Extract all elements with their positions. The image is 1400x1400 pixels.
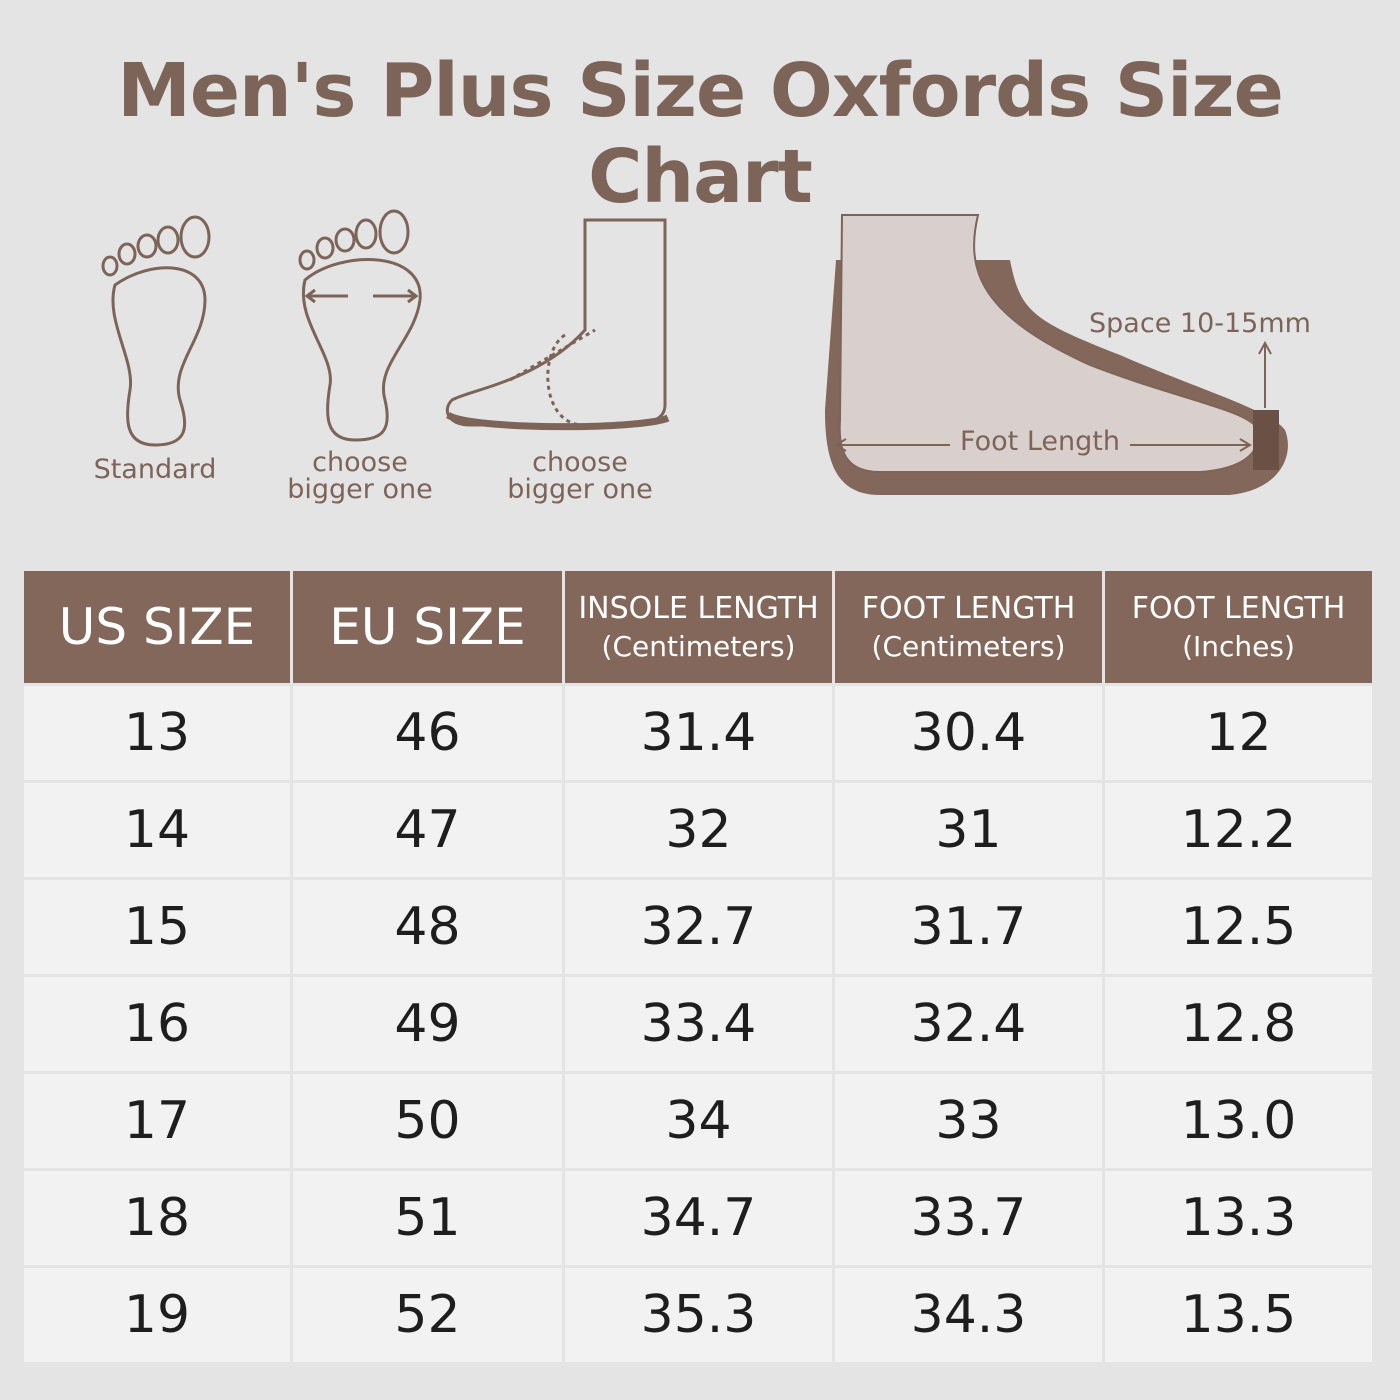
table-cell: 34.7	[565, 1171, 832, 1265]
header-cell: US SIZE	[24, 571, 290, 683]
high-instep-foot	[446, 218, 670, 431]
header-title: FOOT LENGTH	[861, 591, 1076, 626]
table-cell: 14	[24, 783, 290, 877]
foot-length-label: Foot Length	[960, 426, 1120, 457]
table-cell: 52	[293, 1268, 562, 1362]
table-cell: 48	[293, 880, 562, 974]
table-cell: 13.5	[1105, 1268, 1372, 1362]
table-cell: 51	[293, 1171, 562, 1265]
header-unit: (Centimeters)	[871, 630, 1066, 663]
table-cell: 34	[565, 1074, 832, 1168]
table-cell: 49	[293, 977, 562, 1071]
table-cell: 31	[835, 783, 1102, 877]
header-unit: (Inches)	[1182, 630, 1295, 663]
header-cell: INSOLE LENGTH (Centimeters)	[565, 571, 832, 683]
table-cell: 46	[293, 686, 562, 780]
table-cell: 32.7	[565, 880, 832, 974]
header-title: US SIZE	[58, 598, 256, 656]
table-cell: 17	[24, 1074, 290, 1168]
table-cell: 33.4	[565, 977, 832, 1071]
wide-label-1: choose	[312, 447, 408, 478]
header-unit: (Centimeters)	[601, 630, 796, 663]
page-title: Men's Plus Size Oxfords Size Chart	[117, 48, 1284, 220]
standard-footprint	[101, 215, 211, 447]
table-cell: 32	[565, 783, 832, 877]
header-cell: EU SIZE	[293, 571, 562, 683]
table-cell: 12.8	[1105, 977, 1372, 1071]
table-cell: 12.2	[1105, 783, 1372, 877]
header-cell: FOOT LENGTH (Inches)	[1105, 571, 1372, 683]
table-cell: 47	[293, 783, 562, 877]
instep-label-1: choose	[532, 447, 628, 478]
table-cell: 33	[835, 1074, 1102, 1168]
table-cell: 13.3	[1105, 1171, 1372, 1265]
table-cell: 31.7	[835, 880, 1102, 974]
table-cell: 12.5	[1105, 880, 1372, 974]
header-title: INSOLE LENGTH	[578, 591, 819, 626]
table-cell: 13	[24, 686, 290, 780]
table-cell: 31.4	[565, 686, 832, 780]
table-cell: 35.3	[565, 1268, 832, 1362]
shoe-diagram	[825, 214, 1288, 495]
header-title: FOOT LENGTH	[1131, 591, 1346, 626]
table-cell: 15	[24, 880, 290, 974]
table-cell: 13.0	[1105, 1074, 1372, 1168]
table-cell: 33.7	[835, 1171, 1102, 1265]
wide-label-2: bigger one	[287, 474, 432, 505]
table-cell: 16	[24, 977, 290, 1071]
table-cell: 30.4	[835, 686, 1102, 780]
table-cell: 34.3	[835, 1268, 1102, 1362]
standard-label: Standard	[94, 454, 217, 485]
table-cell: 32.4	[835, 977, 1102, 1071]
space-label: Space 10-15mm	[1089, 308, 1311, 339]
header-title: EU SIZE	[329, 598, 526, 656]
instep-label-2: bigger one	[507, 474, 652, 505]
table-cell: 50	[293, 1074, 562, 1168]
table-cell: 18	[24, 1171, 290, 1265]
illustrations: Standard choose bigger one choose bigger…	[94, 209, 1311, 505]
header-cell: FOOT LENGTH (Centimeters)	[835, 571, 1102, 683]
table-cell: 12	[1105, 686, 1372, 780]
table-cell: 19	[24, 1268, 290, 1362]
wide-footprint	[298, 209, 422, 442]
